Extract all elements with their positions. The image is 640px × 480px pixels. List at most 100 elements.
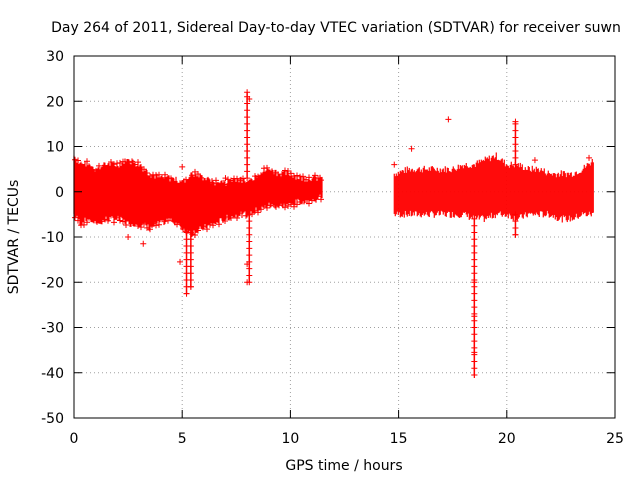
y-axis-label: SDTVAR / TECUs [6, 180, 22, 295]
data-point [174, 221, 180, 228]
data-point [244, 175, 251, 182]
data-point [512, 231, 519, 238]
data-point [222, 175, 229, 182]
data-point [177, 258, 184, 265]
x-tick-label: 25 [606, 431, 624, 447]
data-point [294, 172, 300, 179]
data-point [471, 324, 478, 331]
data-point [216, 221, 222, 228]
data-point [246, 211, 253, 218]
data-point [252, 173, 258, 180]
chart-title: Day 264 of 2011, Sidereal Day-to-day VTE… [51, 20, 621, 36]
data-point [129, 158, 135, 165]
data-point [471, 243, 478, 250]
data-point [471, 365, 478, 372]
data-point [187, 229, 194, 236]
data-point [471, 222, 478, 229]
x-tick-label: 20 [498, 431, 516, 447]
data-point [90, 166, 96, 173]
data-point [75, 157, 81, 164]
data-point [318, 196, 324, 203]
data-point [210, 222, 216, 229]
data-point [244, 127, 251, 134]
data-point [81, 163, 87, 170]
plot-frame [73, 55, 616, 419]
data-point [244, 89, 251, 96]
data-point [255, 209, 261, 216]
data-point [244, 168, 251, 175]
data-point [195, 227, 201, 234]
data-point [471, 249, 478, 256]
data-point [512, 211, 519, 218]
data-point [147, 226, 153, 233]
data-point [512, 161, 519, 168]
data-point [187, 236, 194, 243]
data-point [276, 202, 282, 209]
data-point [187, 249, 194, 256]
data-point [288, 170, 294, 177]
data-point [84, 158, 90, 165]
data-point [244, 161, 251, 168]
data-point [204, 226, 210, 233]
data-point [187, 263, 194, 270]
data-point [512, 218, 519, 225]
data-point [244, 120, 251, 127]
data-point [244, 114, 251, 121]
data-point [244, 107, 251, 114]
data-point [210, 180, 216, 187]
data-point [264, 164, 270, 171]
data-point [187, 222, 194, 229]
data-point [140, 240, 147, 247]
data-point [198, 174, 204, 181]
data-point [318, 177, 324, 184]
data-point [117, 159, 123, 166]
data-point [207, 221, 213, 228]
data-point [126, 159, 132, 166]
data-point [246, 238, 253, 245]
data-point [246, 272, 253, 279]
data-point [244, 154, 251, 161]
data-point [246, 245, 253, 252]
data-point [471, 263, 478, 270]
data-point [512, 141, 519, 148]
data-point [156, 171, 162, 178]
data-point [512, 148, 519, 155]
data-point [315, 193, 321, 200]
data-point [258, 206, 264, 213]
data-point [306, 174, 312, 181]
data-point [187, 243, 194, 250]
data-point [246, 231, 253, 238]
data-point [72, 156, 78, 163]
data-point [72, 214, 78, 221]
y-tick-label: 10 [46, 140, 64, 156]
y-tick-label: -10 [41, 230, 64, 246]
data-point [471, 297, 478, 304]
data-point [279, 200, 285, 207]
data-point [234, 175, 240, 182]
data-point [512, 154, 519, 161]
data-point [471, 229, 478, 236]
data-point [187, 283, 194, 290]
data-point [189, 231, 195, 238]
data-point [225, 176, 231, 183]
data-point [246, 95, 253, 102]
y-tick-label: -40 [41, 366, 64, 382]
data-point [282, 204, 288, 211]
data-point [244, 141, 251, 148]
x-tick-label: 5 [178, 431, 187, 447]
data-point [471, 256, 478, 263]
y-tick-label: 20 [46, 94, 64, 110]
data-point [179, 163, 186, 170]
data-point [291, 173, 297, 180]
data-point [84, 219, 90, 226]
y-tick-label: 0 [55, 185, 64, 201]
data-point [471, 358, 478, 365]
data-point [276, 173, 282, 180]
data-point [111, 161, 117, 168]
y-tick-label: -50 [41, 411, 64, 427]
data-point [246, 224, 253, 231]
data-point [586, 154, 593, 161]
data-point [471, 338, 478, 345]
data-point [391, 161, 398, 168]
data-point [512, 134, 519, 141]
